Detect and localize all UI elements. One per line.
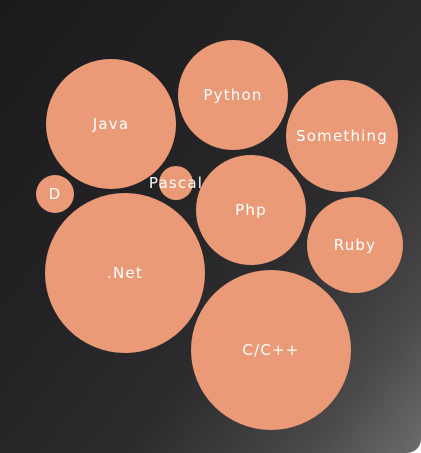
bubble-circle-net[interactable] xyxy=(45,193,205,353)
bubble-label-pascal: Pascal xyxy=(149,174,203,192)
bubble-circle-java[interactable] xyxy=(46,59,176,189)
bubble-label-c-c: C/C++ xyxy=(242,341,299,359)
bubble-d[interactable]: D xyxy=(36,175,74,213)
bubble-circle-php[interactable] xyxy=(196,155,306,265)
bubble-circle-python[interactable] xyxy=(178,40,288,150)
bubble-net[interactable]: .Net xyxy=(45,193,205,353)
bubble-circle-ruby[interactable] xyxy=(307,197,403,293)
bubble-pascal[interactable]: Pascal xyxy=(149,166,203,200)
bubble-circle-pascal[interactable] xyxy=(159,166,193,200)
bubble-ruby[interactable]: Ruby xyxy=(307,197,403,293)
bubble-label-d: D xyxy=(49,185,62,203)
bubble-circle-d[interactable] xyxy=(36,175,74,213)
bubble-label-ruby: Ruby xyxy=(334,236,376,254)
bubble-label-python: Python xyxy=(203,86,262,104)
bubble-label-something: Something xyxy=(296,127,388,145)
bubble-circle-something[interactable] xyxy=(286,80,398,192)
bubble-php[interactable]: Php xyxy=(196,155,306,265)
bubble-c-c[interactable]: C/C++ xyxy=(191,270,351,430)
bubble-circle-c-c[interactable] xyxy=(191,270,351,430)
bubble-java[interactable]: Java xyxy=(46,59,176,189)
bubble-label-java: Java xyxy=(92,115,130,133)
bubble-something[interactable]: Something xyxy=(286,80,398,192)
bubble-label-net: .Net xyxy=(107,264,143,282)
bubble-label-php: Php xyxy=(235,201,267,219)
bubble-python[interactable]: Python xyxy=(178,40,288,150)
